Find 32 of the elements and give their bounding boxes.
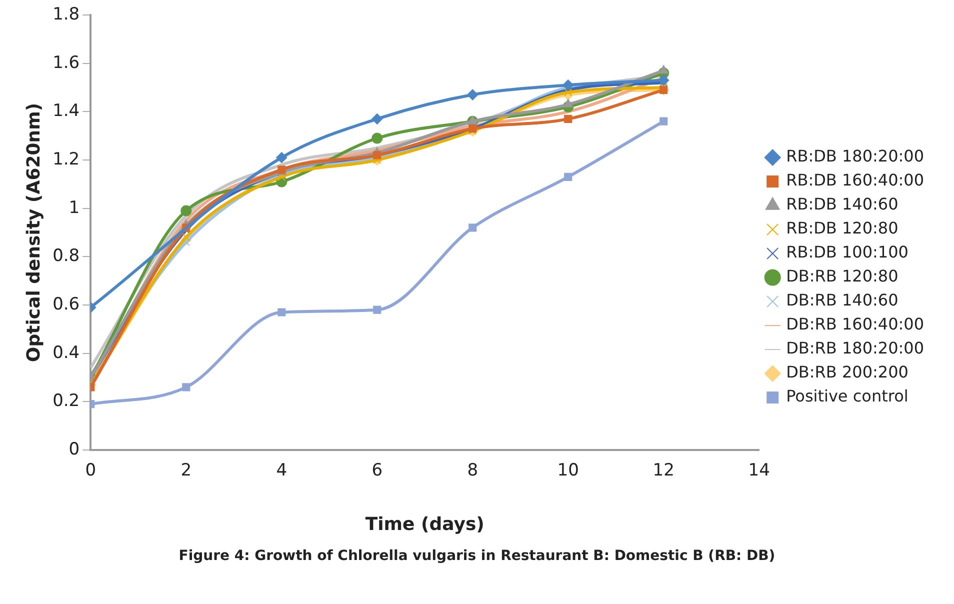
legend-label: DB:RB 140:60	[786, 290, 898, 310]
y-tick-label: 1	[68, 198, 80, 218]
legend-label: DB:RB 160:40:00	[786, 314, 924, 334]
y-tick-label: 0	[68, 439, 80, 460]
y-tick-label: 0.4	[52, 342, 80, 363]
legend-label: RB:DB 140:60	[786, 194, 898, 214]
x-tick-label: 0	[85, 460, 96, 481]
caption: Figure 4: Growth of Chlorella vulgaris in Restaurant B: Domestic B (RB: DB)	[178, 548, 776, 564]
legend-label: RB:DB 160:40:00	[786, 170, 924, 190]
x-tick-label: 2	[180, 460, 192, 481]
y-tick-label: 1.2	[52, 149, 80, 170]
y-tick-label: 1.8	[52, 4, 80, 24]
x-tick-label: 4	[276, 460, 288, 481]
x-tick-label: 12	[652, 460, 674, 481]
legend-label: RB:DB 120:80	[786, 218, 898, 238]
y-tick-label: 0.2	[52, 391, 80, 412]
legend-label: RB:DB 180:20:00	[786, 146, 924, 166]
y-tick-label: 0.8	[52, 246, 80, 266]
legend-label: DB:RB 120:80	[786, 266, 898, 286]
legend-label: RB:DB 100:100	[786, 242, 908, 262]
y-tick-label: 0.6	[52, 294, 80, 314]
y-axis-title: Optical density (A620nm)	[23, 102, 44, 362]
x-tick-label: 6	[372, 460, 383, 481]
x-tick-label: 8	[467, 460, 478, 481]
y-tick-label: 1.4	[52, 101, 80, 122]
x-tick-label: 14	[748, 460, 770, 481]
legend-label: Positive control	[786, 386, 908, 406]
legend-label: DB:RB 200:200	[786, 362, 908, 382]
x-axis-title: Time (days)	[365, 514, 484, 535]
y-tick-label: 1.6	[52, 52, 80, 73]
legend-label: DB:RB 180:20:00	[786, 338, 924, 358]
x-tick-label: 10	[557, 460, 579, 481]
